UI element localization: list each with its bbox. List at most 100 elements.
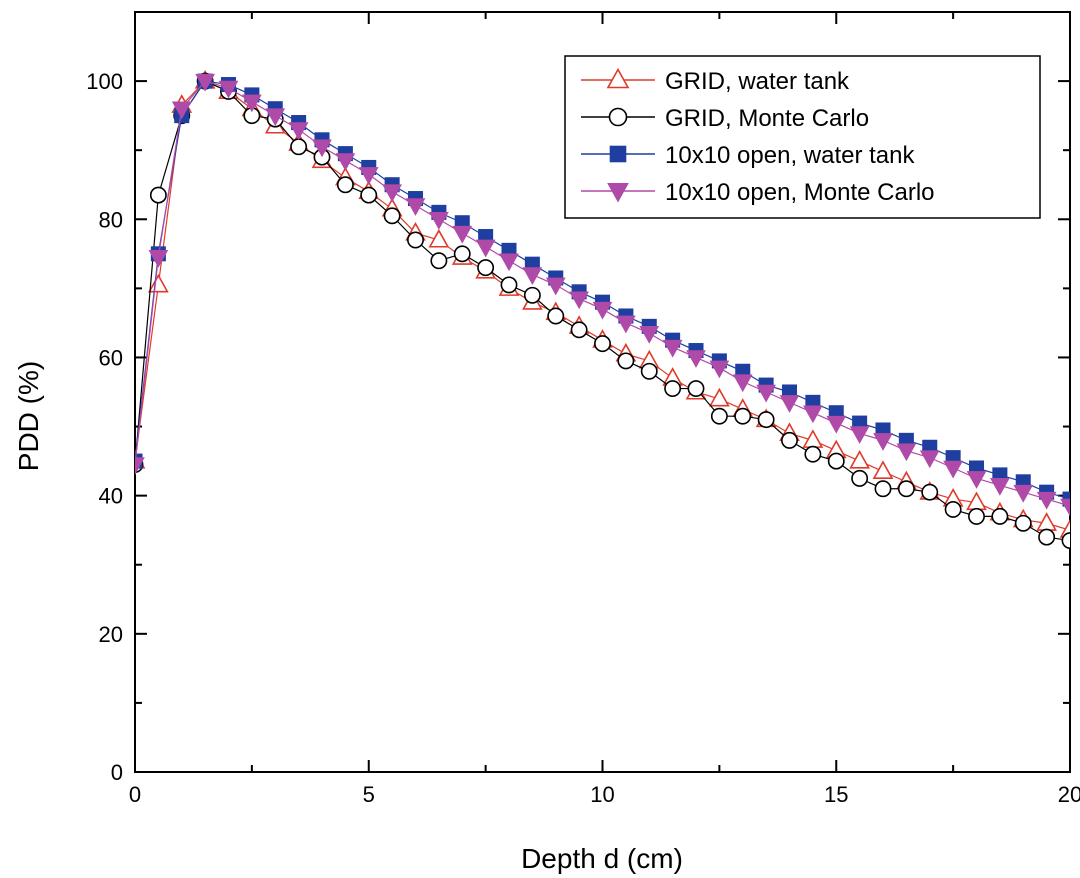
data-point [500, 276, 518, 294]
y-axis-title: PDD (%) [13, 361, 44, 471]
data-point [148, 273, 169, 293]
data-point [428, 228, 450, 248]
data-point [991, 507, 1009, 525]
data-point [943, 460, 963, 479]
data-point [606, 67, 630, 89]
data-point [360, 186, 378, 204]
data-point [594, 335, 611, 353]
data-point [382, 184, 402, 203]
data-point [757, 411, 775, 429]
data-point [662, 339, 683, 358]
data-point [288, 122, 309, 140]
series-1 [135, 72, 1070, 549]
legend-entry-label: 10x10 open, Monte Carlo [665, 179, 935, 206]
data-point [617, 352, 635, 370]
data-point [171, 101, 192, 120]
data-point [827, 452, 845, 470]
data-point [609, 145, 627, 163]
data-point [290, 138, 308, 156]
data-point [804, 445, 822, 463]
legend-entry-label: GRID, water tank [665, 68, 850, 95]
data-point [570, 321, 588, 339]
data-point [639, 326, 660, 344]
data-point [968, 507, 985, 525]
data-point [592, 301, 613, 320]
data-point [499, 253, 519, 272]
data-point [242, 94, 262, 113]
data-point [966, 471, 987, 489]
data-point [135, 457, 145, 476]
data-point [826, 415, 847, 434]
data-point [779, 395, 800, 413]
data-point [522, 267, 543, 286]
data-point [756, 384, 776, 403]
data-point [429, 212, 449, 230]
y-tick-label: 40 [99, 484, 123, 509]
data-point [265, 108, 286, 127]
data-point [709, 387, 730, 407]
data-point [686, 350, 706, 368]
data-point [919, 450, 940, 469]
data-point [312, 139, 332, 158]
data-point [872, 460, 894, 480]
x-axis-title: Depth d (cm) [521, 843, 683, 874]
data-point [358, 167, 379, 185]
axis-ticks [134, 11, 1071, 773]
data-point [477, 259, 495, 277]
legend-entry-label: GRID, Monte Carlo [665, 105, 869, 132]
data-point [149, 186, 167, 204]
y-tick-label: 20 [99, 622, 123, 647]
axis-tick-labels: 0 5 10 15 20 0 20 40 60 80 100 [86, 69, 1080, 807]
data-point [1061, 532, 1070, 549]
x-tick-label: 15 [824, 782, 848, 807]
data-point [336, 176, 354, 194]
data-point [1013, 484, 1034, 503]
y-tick-label: 80 [99, 207, 123, 232]
data-point [687, 380, 705, 397]
data-point [607, 183, 629, 203]
data-point [523, 286, 541, 304]
data-point [897, 480, 915, 498]
data-point [148, 250, 169, 268]
data-point [944, 501, 962, 518]
data-point [547, 307, 565, 325]
data-point [803, 405, 823, 424]
y-tick-label: 60 [99, 345, 123, 370]
data-point [1014, 514, 1032, 532]
data-point [851, 469, 869, 487]
data-point [1036, 491, 1057, 510]
data-point [849, 449, 870, 469]
x-tick-label: 20 [1058, 782, 1080, 807]
data-point [383, 207, 401, 225]
data-point [849, 426, 870, 444]
x-tick-label: 0 [129, 782, 141, 807]
data-point [430, 252, 448, 270]
data-point [709, 360, 730, 379]
data-point [921, 483, 939, 501]
data-point [545, 277, 566, 296]
legend-entry-label: 10x10 open, water tank [665, 142, 916, 169]
data-point [732, 374, 753, 393]
data-point [407, 231, 424, 249]
data-point [1060, 498, 1070, 517]
x-tick-label: 5 [363, 782, 375, 807]
data-point [874, 480, 892, 498]
data-point [896, 443, 917, 462]
data-point [734, 407, 752, 425]
data-point [475, 239, 496, 258]
data-point [616, 315, 636, 334]
series-layer [135, 69, 1070, 549]
data-point [640, 362, 658, 380]
data-point [405, 198, 426, 216]
data-point [195, 73, 215, 92]
legend: GRID, water tank GRID, Monte Carlo 10x10 o… [564, 55, 1041, 219]
data-point [452, 225, 473, 244]
x-tick-label: 10 [590, 782, 614, 807]
data-point [569, 291, 589, 310]
data-point [218, 80, 239, 99]
data-point [990, 478, 1010, 496]
series-3 [135, 73, 1070, 517]
data-point [608, 107, 628, 127]
data-point [781, 431, 798, 449]
